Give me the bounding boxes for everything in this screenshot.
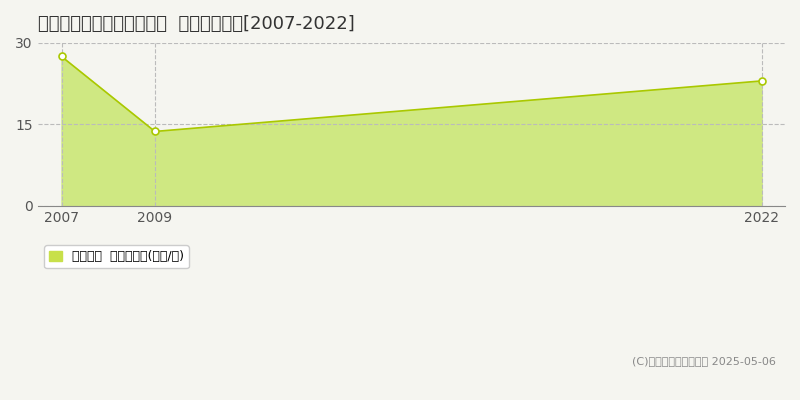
Text: 中新川郡上市町放士ケ瀬新  住宅価格推移[2007-2022]: 中新川郡上市町放士ケ瀬新 住宅価格推移[2007-2022] bbox=[38, 15, 355, 33]
Point bbox=[55, 53, 68, 60]
Text: (C)土地価格ドットコム 2025-05-06: (C)土地価格ドットコム 2025-05-06 bbox=[632, 356, 776, 366]
Point bbox=[149, 128, 162, 135]
Point bbox=[755, 78, 768, 84]
Legend: 住宅価格  平均坪単価(万円/坪): 住宅価格 平均坪単価(万円/坪) bbox=[45, 245, 189, 268]
